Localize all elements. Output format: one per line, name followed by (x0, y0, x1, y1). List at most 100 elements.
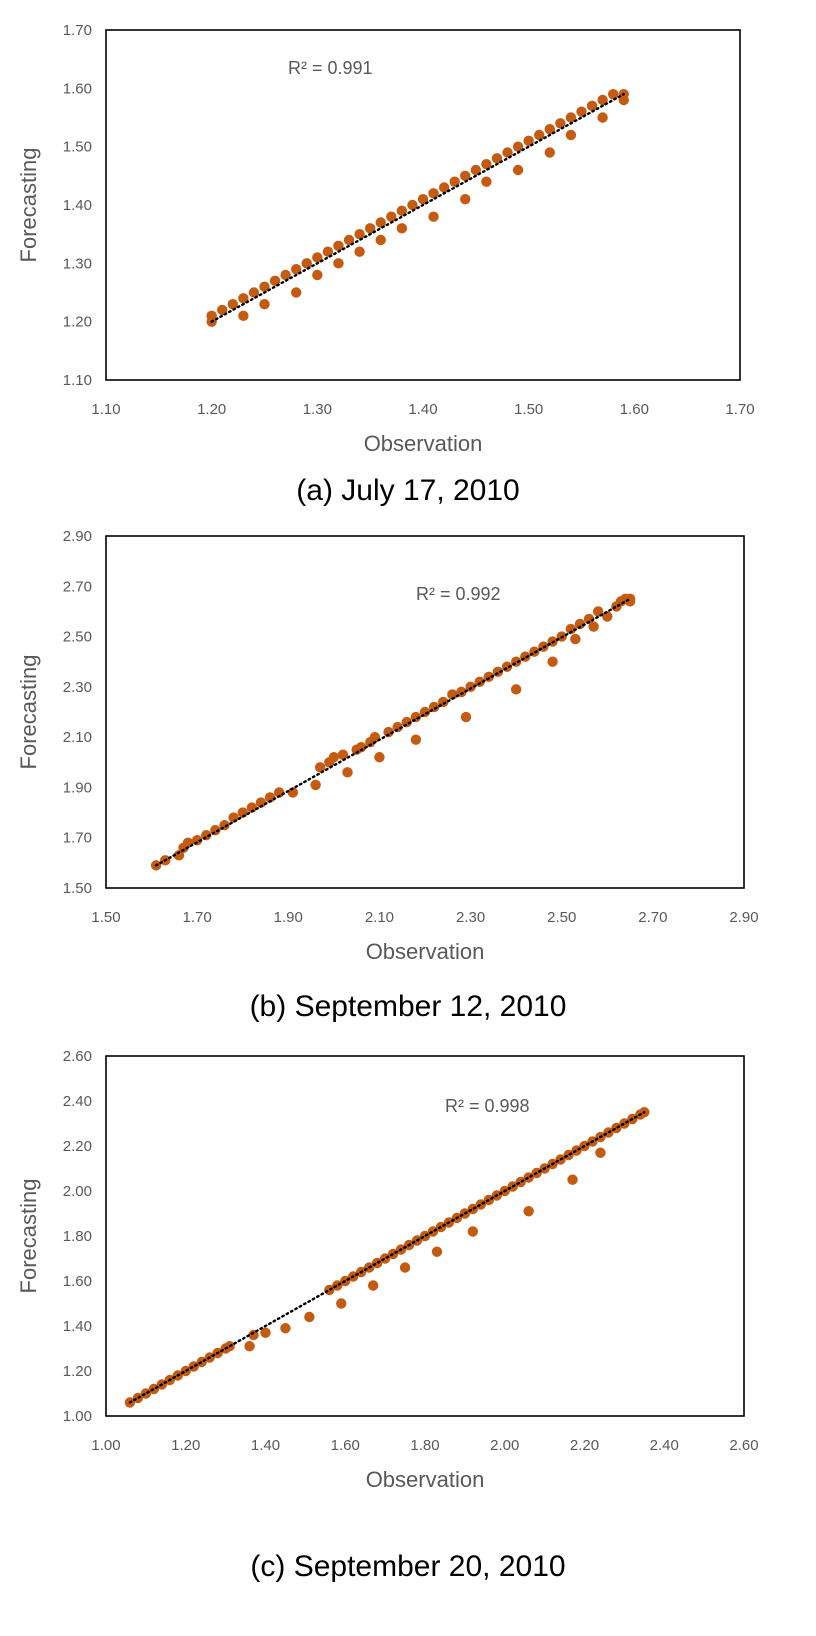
data-point (407, 199, 418, 211)
x-tick-label: 1.50 (514, 401, 543, 418)
data-point (481, 176, 492, 187)
data-point (356, 742, 367, 753)
data-point (431, 1246, 443, 1257)
data-point (465, 681, 476, 693)
data-point (312, 269, 323, 281)
scatter-chart-a: 1.10 1.20 1.30 1.40 1.50 1.60 1.70 1.10 1.20 1.30… (16, 22, 755, 456)
data-point (396, 205, 408, 217)
data-point (523, 135, 534, 147)
plot-area-frame (105, 535, 745, 889)
y-tick-label: 1.60 (63, 1273, 92, 1290)
data-point (467, 1226, 479, 1237)
data-point (512, 164, 524, 176)
data-point (544, 147, 555, 158)
data-point (460, 193, 471, 205)
data-point (534, 129, 545, 141)
y-tick-label: 2.00 (63, 1183, 92, 1200)
chart-panel-a: 1.10 1.20 1.30 1.40 1.50 1.60 1.70 1.10 1.20 1.30… (0, 0, 816, 470)
data-point (608, 88, 619, 100)
data-point (238, 293, 249, 304)
y-tick-label: 1.20 (63, 314, 92, 331)
data-point (460, 170, 471, 182)
data-point (291, 263, 302, 275)
data-point (310, 779, 321, 791)
data-point (597, 94, 608, 106)
data-point (417, 193, 429, 205)
data-point (259, 298, 270, 310)
data-point (510, 684, 522, 695)
r-squared-label: R² = 0.991 (288, 58, 373, 78)
data-point (565, 129, 577, 141)
data-point (337, 749, 349, 760)
data-point (474, 676, 485, 688)
data-point (512, 141, 524, 152)
data-point (491, 153, 503, 164)
x-tick-label: 2.60 (729, 1437, 758, 1454)
x-tick-label: 2.40 (650, 1437, 679, 1454)
y-tick-label: 2.60 (63, 1048, 92, 1065)
data-point (342, 767, 353, 778)
caption-c: (c) September 20, 2010 (250, 1550, 566, 1583)
x-tick-label: 2.30 (456, 909, 485, 926)
y-tick-label: 1.40 (63, 1318, 92, 1335)
x-tick-label: 1.40 (408, 401, 437, 418)
data-point (460, 711, 472, 723)
chart-panel-c: 1.00 1.20 1.40 1.60 1.80 2.00 2.20 2.40 2.60 1.00… (0, 1036, 816, 1506)
y-axis-title: Forecasting (16, 655, 41, 770)
y-tick-label: 1.70 (63, 22, 92, 39)
x-tick-label: 1.20 (197, 401, 226, 418)
data-point (428, 211, 439, 222)
scatter-chart-c: 1.00 1.20 1.40 1.60 1.80 2.00 2.20 2.40 2.60 1.00… (16, 1048, 759, 1492)
data-point (586, 100, 598, 112)
data-point (336, 1298, 347, 1309)
scatter-chart-b: 1.50 1.70 1.90 2.10 2.30 2.50 2.70 2.90 1.50 1.70… (16, 528, 759, 964)
data-point (367, 1280, 379, 1291)
x-tick-label: 1.60 (620, 401, 649, 418)
trendline (154, 597, 632, 867)
data-point (583, 613, 595, 625)
x-tick-label: 2.00 (490, 1437, 519, 1454)
caption-a: (a) July 17, 2010 (296, 474, 520, 507)
y-tick-label: 1.30 (63, 255, 92, 272)
chart-panel-b: 1.50 1.70 1.90 2.10 2.30 2.50 2.70 2.90 1.50 1.70… (0, 518, 816, 988)
data-point (354, 246, 365, 257)
x-axis-title: Observation (364, 431, 483, 456)
data-point (354, 228, 365, 240)
x-axis-title: Observation (366, 939, 485, 964)
data-point (588, 621, 599, 632)
data-point (217, 304, 228, 316)
trendline (210, 92, 625, 323)
data-point (244, 1341, 255, 1352)
data-point (322, 246, 334, 257)
y-tick-label: 1.90 (63, 779, 92, 796)
data-point (565, 112, 577, 123)
data-point (567, 1174, 578, 1185)
x-tick-label: 1.00 (91, 1437, 120, 1454)
r-squared-label: R² = 0.998 (445, 1096, 530, 1116)
y-tick-label: 2.20 (63, 1138, 92, 1155)
x-tick-label: 2.90 (729, 909, 758, 926)
data-point (304, 1311, 315, 1323)
data-point (301, 258, 312, 269)
y-tick-label: 2.30 (63, 679, 92, 696)
x-tick-label: 1.60 (331, 1437, 360, 1454)
data-point (396, 223, 408, 234)
y-tick-label: 2.40 (63, 1093, 92, 1110)
x-tick-label: 2.10 (365, 909, 394, 926)
data-point (255, 797, 267, 808)
x-tick-label: 1.90 (274, 909, 303, 926)
y-tick-label: 2.50 (63, 629, 92, 646)
y-tick-label: 1.00 (63, 1408, 92, 1425)
data-point (481, 158, 492, 170)
data-point (291, 287, 302, 298)
data-point (280, 269, 291, 281)
data-point (523, 1206, 534, 1217)
data-point (449, 176, 460, 187)
y-tick-label: 2.70 (63, 578, 92, 595)
x-tick-label: 1.40 (251, 1437, 280, 1454)
x-tick-label: 2.50 (547, 909, 576, 926)
y-tick-label: 1.60 (63, 80, 92, 97)
x-tick-label: 1.70 (725, 401, 754, 418)
y-tick-label: 1.50 (63, 880, 92, 897)
data-point (374, 752, 385, 763)
